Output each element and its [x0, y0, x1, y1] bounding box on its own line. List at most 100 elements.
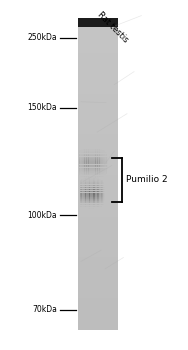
Bar	[84, 160, 85, 161]
Bar	[78, 186, 118, 187]
Bar	[78, 154, 118, 155]
Bar	[78, 138, 118, 139]
Bar	[86, 181, 87, 182]
Bar	[82, 152, 83, 153]
Bar	[84, 169, 85, 170]
Bar	[86, 196, 87, 197]
Bar	[106, 165, 107, 166]
Bar	[78, 104, 118, 105]
Bar	[102, 202, 103, 203]
Bar	[94, 171, 95, 172]
Bar	[93, 182, 94, 183]
Bar	[94, 163, 95, 164]
Bar	[78, 309, 118, 310]
Bar	[78, 69, 118, 70]
Bar	[78, 293, 118, 294]
Bar	[102, 155, 103, 156]
Bar	[104, 151, 105, 152]
Bar	[100, 175, 101, 176]
Bar	[94, 183, 95, 184]
Bar	[80, 162, 81, 163]
Bar	[78, 252, 118, 253]
Bar	[84, 156, 85, 157]
Bar	[86, 199, 87, 200]
Bar	[91, 149, 92, 150]
Bar	[88, 203, 89, 204]
Bar	[81, 155, 82, 156]
Bar	[100, 162, 101, 163]
Bar	[101, 154, 102, 155]
Bar	[80, 193, 81, 194]
Bar	[78, 251, 118, 252]
Text: 70kDa: 70kDa	[32, 306, 57, 315]
Bar	[86, 177, 87, 178]
Bar	[80, 204, 81, 205]
Bar	[93, 178, 94, 179]
Bar	[104, 164, 105, 165]
Bar	[79, 166, 80, 167]
Bar	[88, 199, 89, 200]
Bar	[96, 159, 97, 160]
Bar	[104, 195, 105, 196]
Bar	[88, 163, 89, 164]
Bar	[103, 162, 104, 163]
Bar	[88, 173, 89, 174]
Bar	[80, 151, 81, 152]
Bar	[79, 165, 80, 166]
Bar	[100, 163, 101, 164]
Bar	[103, 187, 104, 188]
Bar	[89, 173, 90, 174]
Bar	[78, 302, 118, 303]
Bar	[88, 208, 89, 209]
Bar	[90, 183, 91, 184]
Bar	[98, 206, 99, 207]
Bar	[78, 188, 118, 189]
Bar	[90, 183, 91, 184]
Bar	[88, 181, 89, 182]
Bar	[100, 151, 101, 152]
Bar	[88, 185, 89, 186]
Bar	[93, 169, 94, 170]
Bar	[104, 161, 105, 162]
Text: 100kDa: 100kDa	[27, 210, 57, 219]
Bar	[105, 160, 106, 161]
Bar	[102, 173, 103, 174]
Bar	[94, 155, 95, 156]
Bar	[90, 152, 91, 153]
Bar	[87, 187, 88, 188]
Bar	[94, 150, 95, 151]
Bar	[78, 147, 118, 148]
Bar	[100, 154, 101, 155]
Bar	[90, 207, 91, 208]
Bar	[86, 164, 87, 165]
Bar	[102, 185, 103, 186]
Bar	[84, 162, 85, 163]
Bar	[79, 152, 80, 153]
Bar	[81, 207, 82, 208]
Bar	[100, 157, 101, 158]
Bar	[90, 179, 91, 180]
Bar	[97, 189, 98, 190]
Bar	[85, 179, 86, 180]
Bar	[79, 175, 80, 176]
Bar	[88, 157, 89, 158]
Bar	[101, 200, 102, 201]
Bar	[101, 165, 102, 166]
Bar	[96, 197, 97, 198]
Bar	[93, 157, 94, 158]
Bar	[78, 264, 118, 265]
Bar	[90, 204, 91, 205]
Bar	[97, 163, 98, 164]
Bar	[93, 175, 94, 176]
Bar	[78, 99, 118, 100]
Bar	[88, 183, 89, 184]
Bar	[78, 194, 118, 195]
Bar	[85, 183, 86, 184]
Bar	[85, 166, 86, 167]
Bar	[102, 204, 103, 205]
Bar	[93, 162, 94, 163]
Bar	[87, 171, 88, 172]
Bar	[96, 168, 97, 169]
Bar	[102, 156, 103, 157]
Bar	[92, 184, 93, 185]
